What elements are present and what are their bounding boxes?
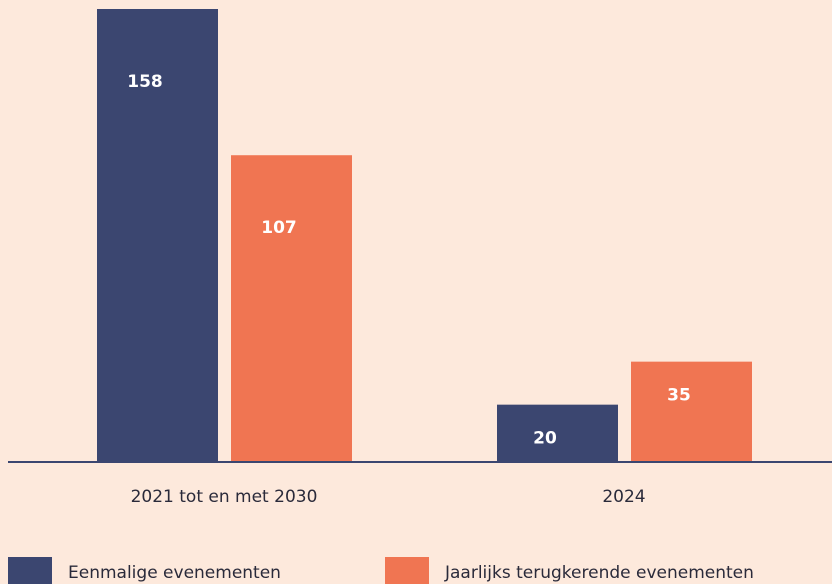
bar [97,9,218,462]
bar [497,404,618,462]
bar [631,361,752,462]
x-tick-label: 2021 tot en met 2030 [131,487,318,507]
legend-swatch [8,557,52,584]
value-label: 158 [127,72,163,92]
value-label: 20 [533,429,557,449]
legend-label: Jaarlijks terugkerende evenementen [444,563,754,583]
x-tick-label: 2024 [602,487,645,507]
value-label: 107 [261,218,297,238]
value-label: 35 [667,386,691,406]
legend-label: Eenmalige evenementen [68,563,281,583]
bar [231,155,352,463]
legend-swatch [385,557,429,584]
